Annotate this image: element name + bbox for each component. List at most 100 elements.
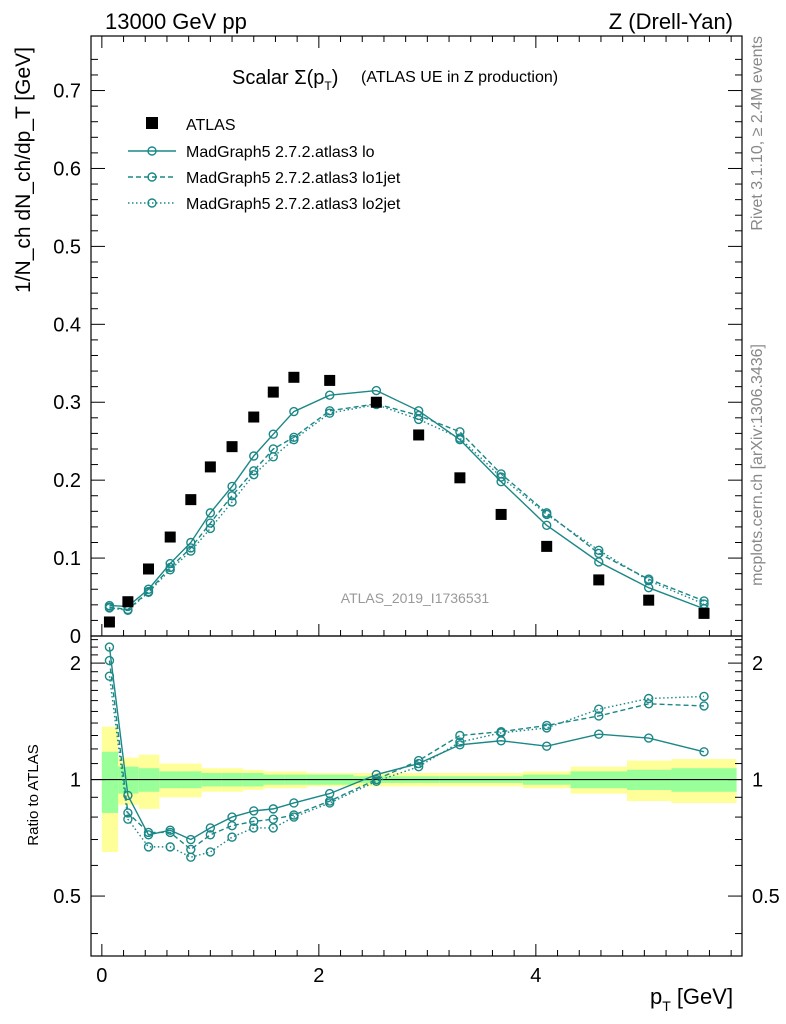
ratio-point-lo1jet (455, 730, 465, 741)
data-point (122, 596, 134, 608)
legend-label-lo1jet: MadGraph5 2.7.2.atlas3 lo1jet (186, 170, 401, 187)
point-lo2jet (205, 523, 216, 534)
ratio-point-lo2jet (699, 691, 709, 702)
ratio-point-lo2jet (371, 776, 382, 786)
point-lo (542, 520, 552, 531)
ratio-point-lo1jet (594, 711, 604, 721)
ratio-point-lo2jet (496, 728, 506, 738)
band-inner (101, 751, 119, 813)
ratio-point-lo (123, 790, 133, 801)
legend-marker-lo2jet (147, 198, 157, 208)
point-lo2jet (186, 546, 196, 556)
data-point (288, 371, 300, 383)
ratio-line-lo (108, 646, 705, 841)
point-lo2jet (143, 587, 154, 598)
point-lo1jet (205, 518, 216, 528)
ratio-tick-label: 1 (70, 770, 81, 792)
point-lo (371, 385, 382, 396)
point-lo (325, 390, 335, 400)
point-lo1jet (413, 410, 424, 421)
data-point (593, 574, 605, 586)
ratio-point-lo2jet (123, 814, 133, 824)
ratio-point-lo1jet (227, 820, 237, 831)
x-tick-label: 2 (313, 965, 324, 987)
point-lo (289, 406, 299, 417)
ratio-point-lo1jet (643, 699, 654, 709)
ratio-point-lo1jet (104, 655, 115, 666)
x-tick-label: 0 (96, 965, 107, 987)
ratio-point-lo2jet (594, 704, 604, 714)
point-lo (249, 451, 259, 461)
point-lo2jet (542, 509, 552, 520)
legend-label-data: ATLAS (186, 117, 236, 134)
data-point (204, 461, 216, 473)
x-axis-label-sub: T (662, 998, 671, 1014)
data-point (541, 540, 553, 552)
ratio-point-lo1jet (205, 830, 216, 840)
y-tick-label: 0.6 (53, 158, 81, 180)
data-point (267, 386, 279, 398)
x-axis-label: pT [GeV] (650, 984, 733, 1014)
ratio-point-lo2jet (165, 842, 175, 852)
series-line-lo (109, 389, 705, 610)
ratio-point-lo (542, 741, 552, 751)
ratio-series (104, 642, 709, 862)
data-point (143, 563, 155, 575)
ratio-point-lo (249, 806, 259, 816)
y-tick-label: 0.3 (53, 392, 81, 414)
chart-title: Scalar Σ(pT) (232, 67, 338, 93)
ratio-line-lo2jet (108, 676, 705, 858)
data-point (103, 616, 115, 628)
ratio-point-lo2jet (186, 852, 196, 862)
legend-marker-lo1jet (147, 172, 157, 182)
y-tick-label: 0.4 (53, 314, 81, 336)
ratio-point-lo2jet (104, 671, 115, 681)
ratio-point-lo1jet (143, 827, 154, 838)
point-lo2jet (325, 408, 335, 418)
chart-title-mid: ) (332, 67, 339, 89)
chart-title-sub: T (324, 79, 332, 93)
x-axis-label-main: p (650, 984, 662, 1009)
point-lo1jet (455, 427, 465, 437)
ratio-point-lo2jet (205, 847, 216, 857)
ratio-point-lo2jet (268, 823, 278, 833)
ratio-point-lo1jet (165, 827, 175, 838)
ratio-point-lo2jet (455, 737, 465, 747)
ratio-point-lo1jet (249, 816, 259, 827)
ratio-tick-label: 0.5 (53, 886, 81, 908)
point-lo2jet (413, 414, 424, 425)
ratio-point-lo (186, 834, 196, 845)
ratio-tick-label-right: 0.5 (752, 886, 780, 908)
data-point (324, 374, 336, 386)
data-point (413, 429, 425, 441)
rivet-label: Rivet 3.1.10, ≥ 2.4M events (749, 36, 766, 231)
point-lo1jet (227, 491, 237, 501)
y-tick-label: 0.2 (53, 470, 81, 492)
x-axis-label-unit: [GeV] (677, 984, 733, 1009)
ratio-point-lo (594, 729, 604, 739)
header-left: 13000 GeV pp (105, 9, 247, 34)
point-lo2jet (104, 603, 115, 613)
ratio-point-lo2jet (413, 761, 424, 772)
data-point (643, 594, 655, 606)
point-lo1jet (249, 466, 259, 476)
mcplots-label: mcplots.cern.ch [arXiv:1306.3436] (749, 344, 766, 586)
main-series (104, 385, 709, 615)
axis-ticks: 0 2 4 0 0.1 0.2 0.3 0.4 0.5 0.6 0.7 0.5 0.5 1 1 2 2 (53, 36, 780, 987)
data-point (370, 396, 382, 408)
point-lo1jet (594, 548, 604, 559)
ratio-point-lo (455, 740, 465, 750)
point-lo2jet (455, 433, 465, 443)
y-tick-label: 0.1 (53, 548, 81, 570)
ratio-point-lo1jet (699, 701, 709, 711)
ratio-point-lo (289, 798, 299, 808)
ratio-point-lo (643, 733, 654, 743)
ratio-point-lo2jet (289, 812, 299, 822)
header-right: Z (Drell-Yan) (609, 9, 733, 34)
ratio-point-lo (371, 769, 382, 780)
series-line-lo1jet (109, 403, 705, 611)
data-points (103, 371, 710, 628)
y-tick-label: 0.5 (53, 236, 81, 258)
point-lo (268, 429, 278, 439)
ratio-point-lo2jet (643, 693, 654, 704)
